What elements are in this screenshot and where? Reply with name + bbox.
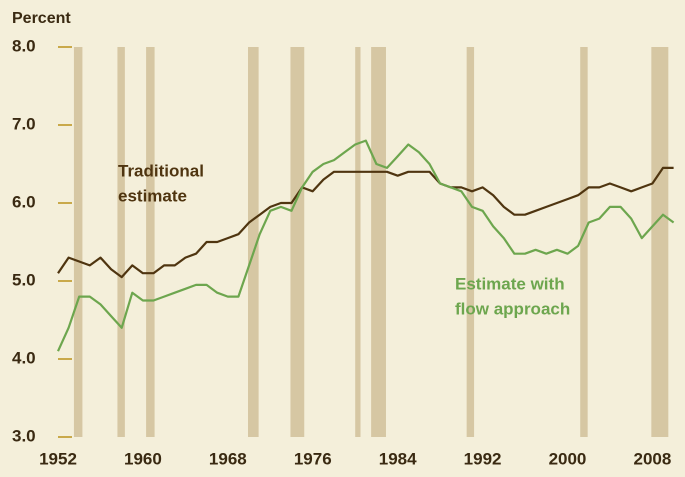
x-tick-label: 2000 [549, 449, 587, 468]
y-tick-label: 5.0 [12, 270, 36, 289]
series-line [57, 166, 674, 279]
x-tick-label: 1976 [294, 449, 332, 468]
x-tick-label: 1984 [379, 449, 417, 468]
y-tick-label: 8.0 [12, 36, 36, 55]
y-tick-label: 7.0 [12, 114, 36, 133]
x-tick-label: 1960 [124, 449, 162, 468]
x-tick-label: 1968 [209, 449, 247, 468]
annotation: Traditional [118, 161, 204, 180]
x-tick-label: 2008 [633, 449, 671, 468]
recession-band [355, 47, 361, 437]
recession-band [146, 47, 155, 437]
x-tick-label: 1992 [464, 449, 502, 468]
y-tick-label: 4.0 [12, 348, 36, 367]
recession-band [290, 47, 305, 437]
recession-band [371, 47, 386, 437]
annotation: Estimate with [455, 274, 565, 293]
recession-band [580, 47, 588, 437]
y-tick-label: 3.0 [12, 426, 36, 445]
recession-band [117, 47, 125, 437]
y-tick-label: 6.0 [12, 192, 36, 211]
series-line [56, 139, 675, 352]
recession-band [247, 47, 259, 437]
y-axis-label: Percent [12, 10, 71, 27]
recession-band [73, 47, 83, 437]
x-tick-label: 1952 [39, 449, 77, 468]
annotation: flow approach [455, 299, 570, 318]
recession-band [466, 47, 475, 437]
annotation: estimate [118, 186, 187, 205]
recession-band [651, 47, 669, 437]
